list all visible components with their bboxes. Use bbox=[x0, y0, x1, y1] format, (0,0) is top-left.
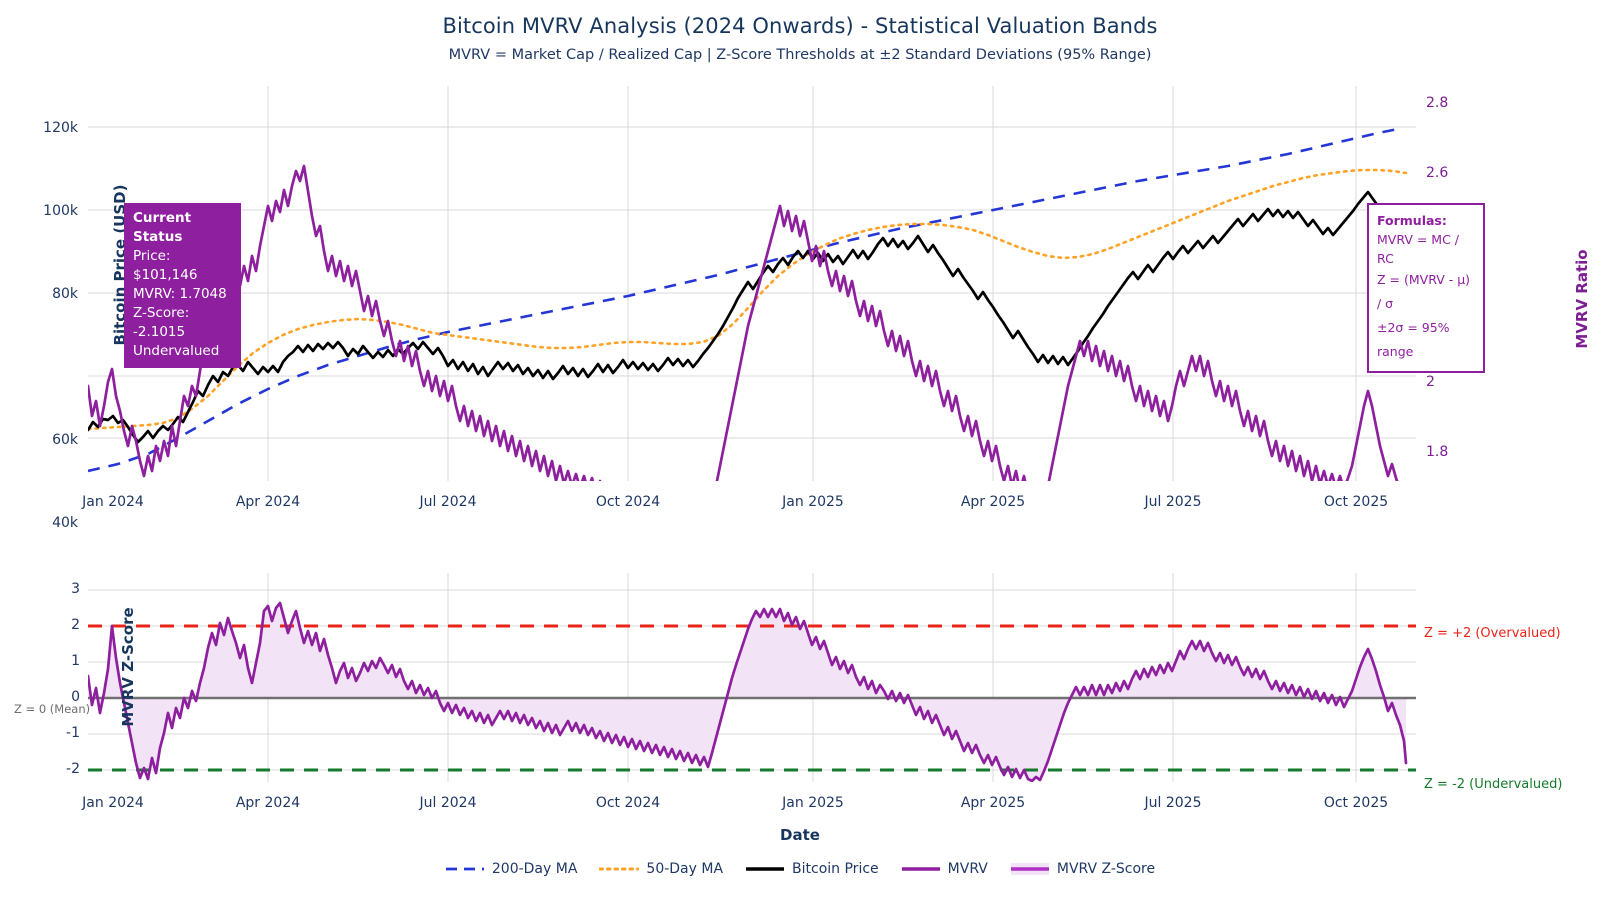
current-status-verdict: Undervalued bbox=[133, 343, 220, 359]
bottom-xtick-oct-2025: Oct 2025 bbox=[1323, 795, 1389, 811]
zscore-svg bbox=[88, 573, 1416, 782]
legend-label-200day-ma: 200-Day MA bbox=[491, 861, 578, 877]
zscore-ytick-0: 0 bbox=[71, 689, 80, 705]
legend-swatch-mvrv-icon bbox=[901, 862, 941, 876]
current-status-heading: Current Status bbox=[133, 210, 192, 245]
bottom-xtick-oct-2024: Oct 2024 bbox=[595, 795, 661, 811]
overvalued-threshold-label: Z = +2 (Overvalued) bbox=[1424, 626, 1561, 641]
zscore-ytick-3: 3 bbox=[71, 581, 80, 597]
price-ytick-80k: 80k bbox=[52, 286, 78, 302]
legend-label-50day-ma: 50-Day MA bbox=[646, 861, 724, 877]
zscore-ytick-neg2: -2 bbox=[66, 761, 80, 777]
legend-swatch-200day-ma-icon bbox=[445, 862, 485, 876]
legend-swatch-50day-ma-icon bbox=[599, 862, 640, 876]
formulas-line-2: Z = (MVRV - μ) / σ bbox=[1377, 272, 1471, 311]
bottom-xtick-apr-2025: Apr 2025 bbox=[960, 795, 1026, 811]
price-mvrv-chart-panel: Bitcoin Price (USD) 40k 60k 80k 100k 120… bbox=[43, 86, 1448, 531]
current-status-price: Price: $101,146 bbox=[133, 248, 198, 283]
top-xtick-jul-2024: Jul 2024 bbox=[419, 494, 477, 510]
legend-swatch-bitcoin-price-icon bbox=[745, 862, 785, 876]
zscore-fill bbox=[88, 603, 1406, 781]
price-ytick-40k: 40k bbox=[52, 515, 78, 531]
legend-label-mvrv: MVRV bbox=[947, 861, 988, 877]
legend-swatch-mvrv-zscore-icon bbox=[1010, 862, 1050, 876]
legend-item-200day-ma[interactable]: 200-Day MA bbox=[445, 861, 578, 877]
bottom-xtick-jan-2024: Jan 2024 bbox=[82, 795, 144, 811]
top-xtick-apr-2025: Apr 2025 bbox=[960, 494, 1026, 510]
current-status-annotation: Current Status Price: $101,146 MVRV: 1.7… bbox=[124, 203, 241, 368]
mvrv-ytick-2-6: 2.6 bbox=[1426, 165, 1449, 181]
legend-item-bitcoin-price[interactable]: Bitcoin Price bbox=[745, 861, 879, 877]
price-mvrv-plot-area bbox=[88, 86, 1416, 481]
top-xtick-jan-2024: Jan 2024 bbox=[82, 494, 144, 510]
top-xtick-jul-2025: Jul 2025 bbox=[1144, 494, 1202, 510]
series-bitcoin-price bbox=[88, 190, 1408, 444]
formulas-line-3: ±2σ = 95% range bbox=[1377, 320, 1450, 359]
mean-line-label: Z = 0 (Mean) bbox=[14, 702, 91, 716]
grid-lines-top bbox=[88, 86, 1416, 481]
legend-item-mvrv-zscore[interactable]: MVRV Z-Score bbox=[1010, 861, 1155, 877]
price-ytick-60k: 60k bbox=[52, 432, 78, 448]
zscore-ytick-neg1: -1 bbox=[66, 725, 80, 741]
zscore-ytick-1: 1 bbox=[71, 653, 80, 669]
mvrv-axis-label: MVRV Ratio bbox=[1573, 249, 1591, 349]
bottom-xtick-jul-2025: Jul 2025 bbox=[1144, 795, 1202, 811]
price-ytick-120k: 120k bbox=[43, 120, 78, 136]
zscore-axis-label: MVRV Z-Score bbox=[119, 607, 137, 727]
current-status-zscore: Z-Score: -2.1015 bbox=[133, 305, 190, 340]
formulas-line-1: MVRV = MC / RC bbox=[1377, 232, 1460, 266]
price-mvrv-svg bbox=[88, 86, 1416, 481]
series-200day-ma bbox=[88, 127, 1399, 473]
formulas-heading: Formulas: bbox=[1377, 213, 1447, 228]
legend-label-mvrv-zscore: MVRV Z-Score bbox=[1056, 861, 1156, 877]
mvrv-ytick-1-8: 1.8 bbox=[1426, 444, 1449, 460]
top-xtick-apr-2024: Apr 2024 bbox=[235, 494, 301, 510]
date-axis-label: Date bbox=[780, 826, 820, 844]
zscore-chart-panel: MVRV Z-Score -2 -1 0 1 2 3 Jan 2024 Apr … bbox=[66, 573, 1416, 811]
current-status-mvrv: MVRV: 1.7048 bbox=[133, 286, 227, 302]
legend-item-50day-ma[interactable]: 50-Day MA bbox=[599, 861, 723, 877]
top-xtick-oct-2025: Oct 2025 bbox=[1323, 494, 1389, 510]
bottom-xtick-apr-2024: Apr 2024 bbox=[235, 795, 301, 811]
zscore-plot-area bbox=[88, 573, 1416, 782]
bottom-xtick-jul-2024: Jul 2024 bbox=[419, 795, 477, 811]
top-xtick-jan-2025: Jan 2025 bbox=[782, 494, 844, 510]
chart-legend: 200-Day MA 50-Day MA Bitcoin Price MVRV bbox=[0, 861, 1600, 877]
mvrv-ytick-2: 2 bbox=[1426, 374, 1435, 390]
series-mvrv-zscore bbox=[88, 601, 1408, 782]
bottom-xtick-jan-2025: Jan 2025 bbox=[782, 795, 844, 811]
legend-item-mvrv[interactable]: MVRV bbox=[901, 861, 988, 877]
zscore-ytick-2: 2 bbox=[71, 617, 80, 633]
series-50day-ma bbox=[88, 168, 1408, 431]
page-subtitle: MVRV = Market Cap / Realized Cap | Z-Sco… bbox=[448, 47, 1152, 63]
formulas-annotation: Formulas: MVRV = MC / RC Z = (MVRV - μ) … bbox=[1367, 203, 1485, 373]
price-ytick-100k: 100k bbox=[43, 203, 78, 219]
legend-label-bitcoin-price: Bitcoin Price bbox=[792, 861, 879, 877]
top-xtick-oct-2024: Oct 2024 bbox=[595, 494, 661, 510]
undervalued-threshold-label: Z = -2 (Undervalued) bbox=[1424, 777, 1563, 792]
series-mvrv bbox=[88, 164, 1399, 481]
page-title: Bitcoin MVRV Analysis (2024 Onwards) - S… bbox=[442, 14, 1158, 38]
mvrv-ytick-2-8: 2.8 bbox=[1426, 95, 1449, 111]
